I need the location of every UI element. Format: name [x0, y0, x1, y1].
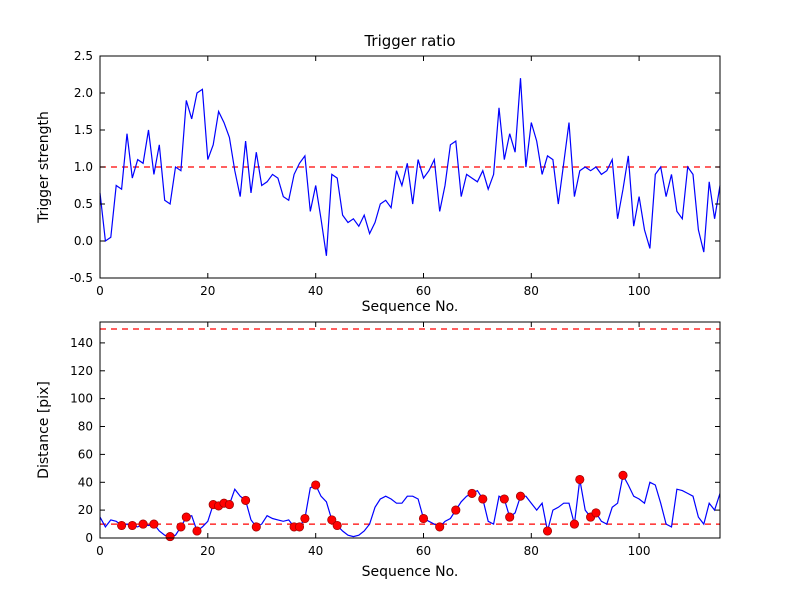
trigger-point-marker	[467, 488, 477, 498]
x-tick-label: 80	[524, 544, 539, 558]
x-tick-label: 100	[628, 544, 651, 558]
distance-line	[99, 473, 721, 538]
trigger-point-marker	[181, 512, 191, 522]
y-tick-label: -0.5	[70, 271, 93, 285]
x-tick-label: 60	[416, 544, 431, 558]
trigger-point-marker	[327, 515, 337, 525]
trigger-point-marker	[176, 522, 186, 532]
trigger-point-marker	[591, 508, 601, 518]
trigger-point-marker	[505, 512, 515, 522]
y-tick-label: 2.5	[74, 49, 93, 63]
y-tick-label: 20	[78, 503, 93, 517]
trigger-point-marker	[418, 513, 429, 524]
trigger-point-marker	[224, 500, 234, 510]
y-tick-label: 0.0	[74, 234, 93, 248]
trigger-point-marker	[515, 491, 526, 501]
trigger-point-marker	[478, 494, 488, 504]
trigger-point-marker	[294, 522, 305, 532]
trigger-point-marker	[138, 519, 148, 529]
bottom-x-axis-label: Sequence No.	[361, 564, 459, 580]
trigger-point-marker	[192, 526, 202, 536]
trigger-point-marker	[251, 522, 261, 532]
trigger-point-marker	[311, 480, 321, 490]
axes-frame	[99, 321, 721, 539]
y-tick-label: 100	[70, 392, 93, 406]
y-tick-label: 140	[70, 336, 93, 350]
trigger-point-marker	[618, 470, 628, 480]
trigger-point-marker	[332, 520, 342, 531]
trigger-point-marker	[149, 519, 159, 529]
x-tick-label: 0	[96, 544, 104, 558]
y-tick-label: 80	[78, 420, 93, 434]
trigger-point-marker	[575, 474, 585, 485]
trigger-point-marker	[117, 520, 127, 531]
x-tick-label: 40	[308, 284, 323, 298]
y-tick-label: 2.0	[74, 86, 93, 100]
x-tick-label: 80	[524, 284, 539, 298]
trigger-point-marker	[435, 522, 445, 532]
top-plot: 0 20 40 60 80 100 -0.5 0.0 0.5 1.0 1.5 2.0 2.5	[70, 49, 721, 298]
y-tick-label: 0	[85, 531, 93, 545]
bottom-y-axis-label: Distance [pix]	[36, 381, 52, 479]
chart-title: Trigger ratio	[364, 32, 456, 50]
bottom-plot: 0 20 40 60 80 100 0 20 40 60 80 100 120 140	[70, 321, 721, 558]
trigger-point-marker	[569, 519, 579, 529]
trigger-point-marker	[451, 505, 461, 515]
x-tick-label: 0	[96, 284, 104, 298]
y-tick-label: 40	[78, 475, 93, 489]
y-tick-label: 120	[70, 364, 93, 378]
trigger-point-marker	[241, 495, 251, 505]
trigger-point-marker	[542, 526, 553, 536]
y-tick-label: 1.5	[74, 123, 93, 137]
top-x-axis-label: Sequence No.	[361, 299, 459, 315]
trigger-point-marker	[300, 513, 310, 524]
x-tick-label: 20	[200, 544, 215, 558]
x-tick-label: 100	[628, 284, 651, 298]
y-tick-label: 1.0	[74, 160, 93, 174]
x-tick-label: 20	[200, 284, 215, 298]
x-tick-label: 40	[308, 544, 323, 558]
trigger-strength-line	[99, 78, 721, 256]
y-tick-label: 60	[78, 447, 93, 461]
trigger-point-marker	[127, 520, 137, 531]
trigger-point-marker	[165, 532, 175, 542]
top-y-axis-label: Trigger strength	[36, 111, 52, 223]
trigger-point-marker	[499, 494, 509, 504]
x-tick-label: 60	[416, 284, 431, 298]
y-tick-label: 0.5	[74, 197, 93, 211]
